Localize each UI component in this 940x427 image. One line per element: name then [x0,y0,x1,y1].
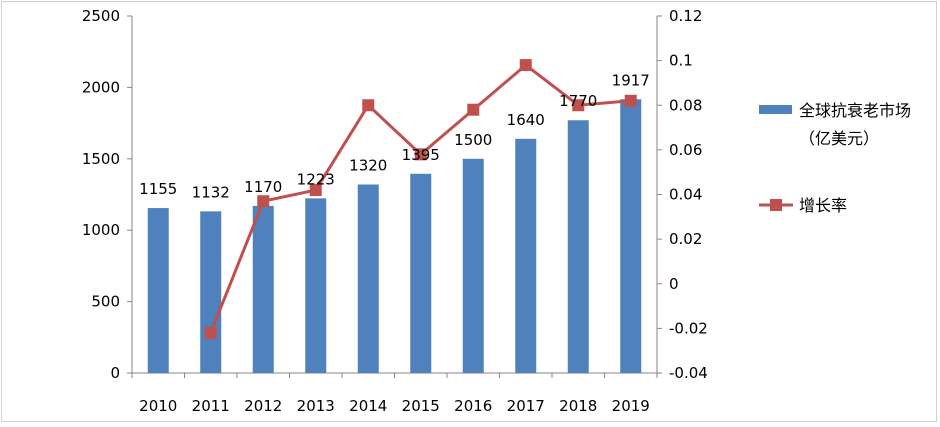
bar [147,208,169,373]
bar-data-label: 1640 [507,111,545,129]
legend-bar-label-line2: （亿美元） [799,129,879,148]
legend-line-marker [770,199,782,211]
growth-rate-marker [204,326,217,339]
x-axis-tick-label: 2014 [349,397,387,415]
growth-rate-marker [414,148,427,161]
left-axis-tick-label: 2500 [82,7,120,25]
x-axis-tick-label: 2011 [192,397,230,415]
right-axis-tick-label: 0.08 [669,96,702,114]
bar [567,120,589,373]
right-axis-tick-label: 0.12 [669,7,702,25]
x-axis-tick-label: 2019 [612,397,650,415]
left-axis-tick-label: 1000 [82,221,120,239]
x-axis-tick-label: 2015 [402,397,440,415]
growth-rate-marker [519,59,532,72]
bar-data-label: 1132 [192,183,230,201]
right-axis-tick-label: 0.06 [669,141,702,159]
x-axis-tick-label: 2018 [559,397,597,415]
bar [410,173,432,373]
bar-data-label: 1223 [297,170,335,188]
left-axis-tick-label: 1500 [82,150,120,168]
bar-data-label: 1320 [349,157,387,175]
left-axis-tick-label: 0 [110,364,120,382]
bar [252,205,274,373]
bar [462,158,484,373]
bar-data-label: 1170 [244,178,282,196]
growth-rate-marker [362,99,375,112]
bar-data-label: 1770 [559,92,597,110]
right-axis-tick-label: -0.02 [669,319,708,337]
bar-data-label: 1917 [612,71,650,89]
x-axis-tick-label: 2017 [507,397,545,415]
right-axis-tick-label: 0.02 [669,230,702,248]
left-axis-tick-label: 2000 [82,78,120,96]
bar-data-label: 1500 [454,131,492,149]
bar-data-label: 1395 [402,146,440,164]
bar [200,211,222,373]
x-axis-tick-label: 2013 [297,397,335,415]
legend-bar-swatch [759,105,792,114]
bar [305,198,327,373]
legend-bar-label-line1: 全球抗衰老市场 [799,101,911,120]
right-axis-tick-label: -0.04 [669,364,708,382]
growth-rate-marker [624,94,637,107]
right-axis-tick-label: 0.04 [669,186,702,204]
growth-rate-marker [572,99,585,112]
x-axis-tick-label: 2012 [244,397,282,415]
x-axis-tick-label: 2016 [454,397,492,415]
growth-rate-marker [309,184,322,197]
growth-rate-marker [257,195,270,208]
right-axis-tick-label: 0.1 [669,52,693,70]
bar [357,184,379,373]
x-axis-tick-label: 2010 [139,397,177,415]
bar [515,138,537,373]
growth-rate-marker [467,103,480,116]
right-axis-tick-label: 0 [669,275,679,293]
left-axis-tick-label: 500 [91,293,120,311]
bar-data-label: 1155 [139,180,177,198]
legend-line-label: 增长率 [799,196,847,215]
bar [620,99,642,373]
